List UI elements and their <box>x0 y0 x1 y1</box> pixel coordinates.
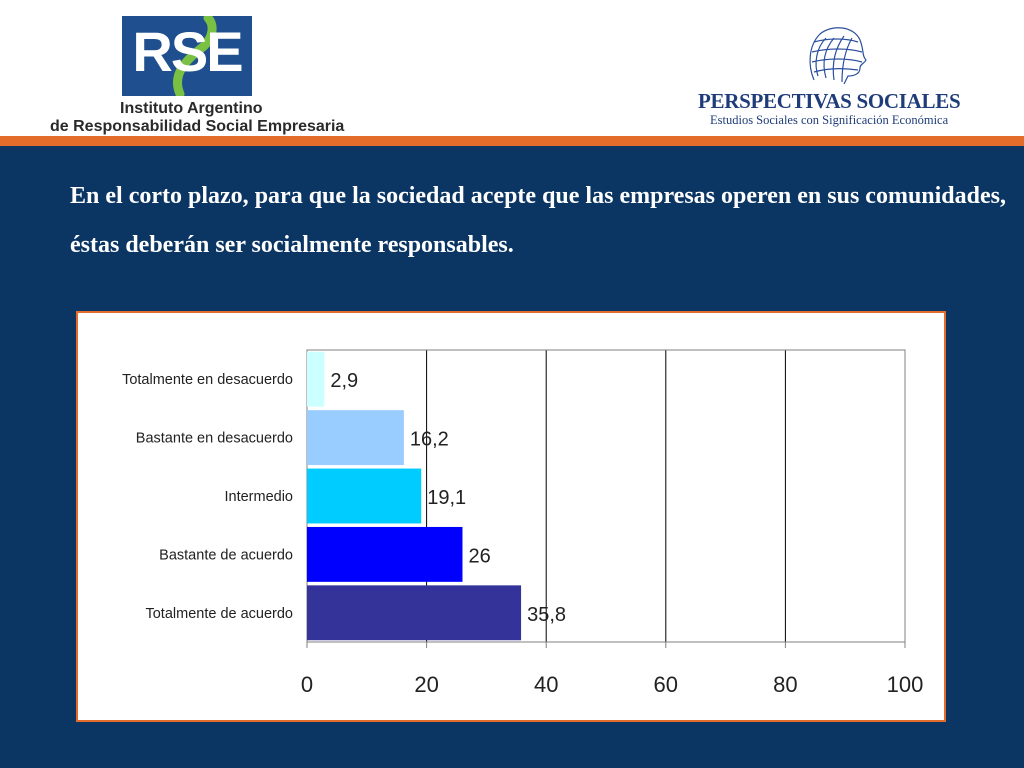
data-label-3: 26 <box>468 545 490 567</box>
chart-frame: 2,9 Totalmente en desacuerdo 16,2 Bastante … <box>76 311 946 722</box>
bar-2 <box>307 468 422 524</box>
rse-logo-line2: de Responsabilidad Social Empresaria <box>50 118 345 135</box>
category-label-2: Intermedio <box>224 489 293 505</box>
perspectivas-subtitle: Estudios Sociales con Significación Econ… <box>710 113 949 127</box>
bar-chart: 2,9 Totalmente en desacuerdo 16,2 Bastante … <box>122 349 924 697</box>
category-label-1: Bastante en desacuerdo <box>136 431 293 447</box>
category-label-0: Totalmente en desacuerdo <box>122 372 293 388</box>
headline: En el corto plazo, para que la sociedad … <box>70 183 1006 258</box>
bar-3 <box>307 526 463 582</box>
bar-1 <box>307 410 404 466</box>
category-label-4: Totalmente de acuerdo <box>145 606 293 622</box>
rse-logo: RSE <box>122 16 252 96</box>
x-tick-label-2: 40 <box>534 672 558 697</box>
x-tick-label-4: 80 <box>773 672 797 697</box>
x-tick-label-5: 100 <box>887 672 924 697</box>
header-divider <box>0 136 1024 146</box>
data-label-4: 35,8 <box>527 604 566 626</box>
data-label-0: 2,9 <box>330 370 358 392</box>
bar-0 <box>307 351 325 407</box>
category-label-3: Bastante de acuerdo <box>159 547 293 563</box>
x-tick-label-1: 20 <box>414 672 438 697</box>
rse-swoosh-icon <box>173 16 217 96</box>
wireframe-head-icon <box>809 27 867 85</box>
x-tick-label-3: 60 <box>654 672 678 697</box>
perspectivas-title: PERSPECTIVAS SOCIALES <box>698 89 961 113</box>
x-tick-label-0: 0 <box>301 672 313 697</box>
rse-logo-mark: RSE <box>132 20 243 83</box>
rse-logo-line1: Instituto Argentino <box>120 100 263 117</box>
data-label-1: 16,2 <box>410 429 449 451</box>
header: RSE Instituto Argentino de Responsabilid… <box>0 0 1024 146</box>
data-label-2: 19,1 <box>427 487 466 509</box>
bar-4 <box>307 585 522 641</box>
